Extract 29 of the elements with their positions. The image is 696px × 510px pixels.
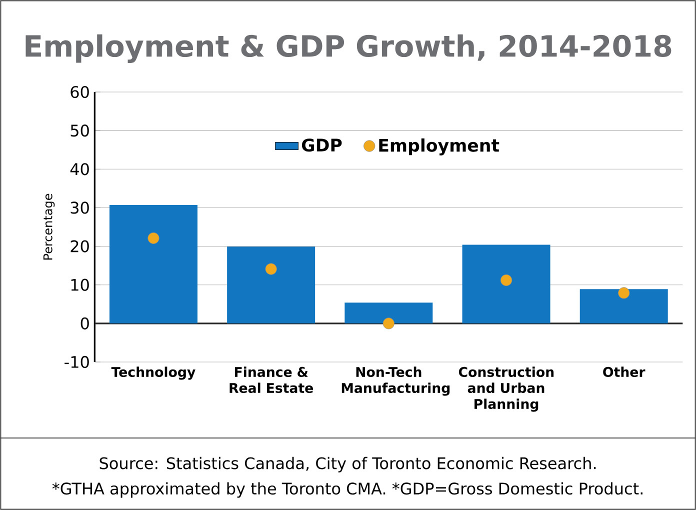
x-tick-label: Non-Tech Manufacturing xyxy=(342,366,450,396)
legend-label: Employment xyxy=(379,138,500,156)
point xyxy=(382,318,394,330)
y-tick-label: 50 xyxy=(70,124,89,137)
point xyxy=(265,263,277,275)
bar xyxy=(344,302,433,324)
y-tick-label: 0 xyxy=(80,317,89,330)
y-tick-label: 40 xyxy=(70,163,89,176)
y-tick-label: 10 xyxy=(71,278,89,291)
y-tick-label: -10 xyxy=(64,356,89,368)
text: *GTHA approximated by the Toronto CMA. *GDP=Gross Domestic Product. xyxy=(52,482,642,498)
bar xyxy=(462,244,550,324)
legend-label: GDP xyxy=(302,138,342,152)
bar xyxy=(109,205,198,324)
x-tick-label: Finance & Real Estate xyxy=(230,366,314,394)
point xyxy=(500,274,512,286)
bar xyxy=(227,246,316,324)
source-note: Source: Statistics Canada, City of Toronto Economic Research. xyxy=(100,456,596,472)
x-tick-label: Other xyxy=(603,366,646,378)
y-axis-title: Percentage xyxy=(43,194,55,260)
y-tick-label: 20 xyxy=(70,240,89,252)
x-tick-label: Construction and Urban Planning xyxy=(458,366,554,412)
y-tick-label: 60 xyxy=(70,86,89,98)
point xyxy=(618,287,630,299)
chart-title: Employment & GDP Growth, 2014-2018 xyxy=(26,34,672,63)
bar xyxy=(580,289,668,324)
y-tick-label: 30 xyxy=(70,202,89,214)
x-tick-label: Technology xyxy=(111,366,196,380)
point xyxy=(148,232,160,244)
